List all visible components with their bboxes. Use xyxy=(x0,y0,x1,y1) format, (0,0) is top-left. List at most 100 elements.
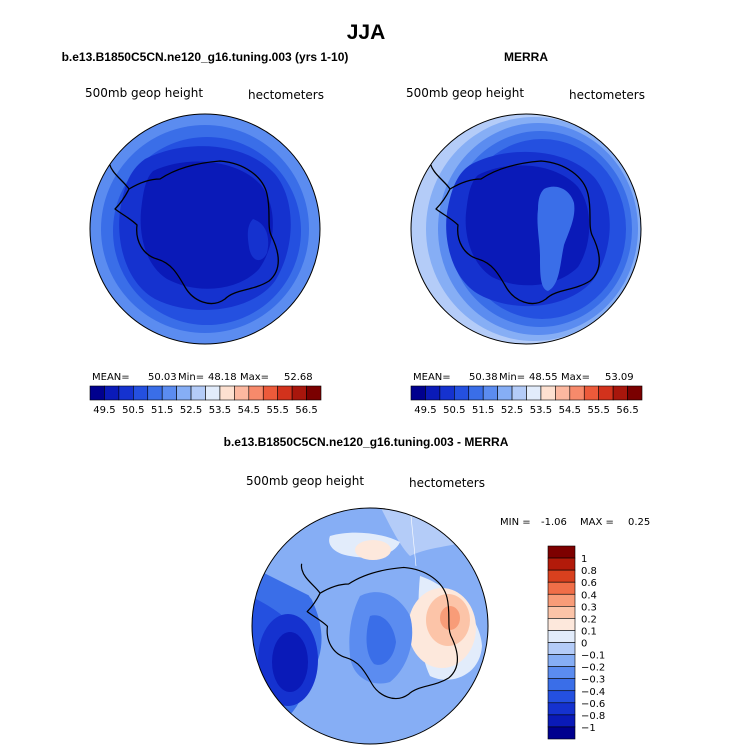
colorbar-box xyxy=(262,385,278,401)
colorbar-tick-label: −1 xyxy=(581,723,596,734)
left-variable-label: 500mb geop height xyxy=(85,86,203,100)
right-colorbar: 49.5 50.5 51.5 52.5 53.5 54.5 55.5 56.5 xyxy=(410,385,643,416)
colorbar-box xyxy=(133,385,149,401)
right-variable-label: 500mb geop height xyxy=(406,86,524,100)
colorbar-tick-label: 56.5 xyxy=(295,405,317,416)
colorbar-box xyxy=(547,654,576,667)
colorbar-tick-label: 0.8 xyxy=(581,566,597,577)
colorbar-tick-label: −0.2 xyxy=(581,663,605,674)
colorbar-box xyxy=(219,385,235,401)
right-min-value: 48.55 xyxy=(529,372,558,383)
colorbar-tick-label: 55.5 xyxy=(588,405,610,416)
right-polar-map xyxy=(410,113,642,345)
colorbar-tick-label: −0.8 xyxy=(581,711,605,722)
colorbar-tick-label: 52.5 xyxy=(180,405,202,416)
colorbar-box xyxy=(176,385,192,401)
colorbar-tick-label: 0.4 xyxy=(581,590,597,601)
left-stats: MEAN= 50.03 Min= 48.18 Max= 52.68 xyxy=(92,372,313,383)
left-map-inner-band xyxy=(247,219,269,261)
left-units-label: hectometers xyxy=(248,88,324,102)
colorbar-tick-label: 0 xyxy=(581,639,587,650)
colorbar-box xyxy=(547,630,576,643)
right-panel-title: MERRA xyxy=(504,50,548,64)
left-map-border xyxy=(89,113,321,345)
colorbar-box xyxy=(547,702,576,716)
colorbar-box xyxy=(547,678,576,692)
colorbar-tick-label: 0.3 xyxy=(581,602,597,613)
colorbar-tick-label: 50.5 xyxy=(122,405,144,416)
colorbar-tick-label: 53.5 xyxy=(530,405,552,416)
right-max-label: Max= xyxy=(561,372,590,383)
diff-variable-label: 500mb geop height xyxy=(246,474,364,488)
colorbar-box xyxy=(547,557,576,571)
colorbar-tick-label: 51.5 xyxy=(151,405,173,416)
right-units-label: hectometers xyxy=(569,88,645,102)
colorbar-tick-label: 50.5 xyxy=(443,405,465,416)
diff-polar-map xyxy=(251,507,489,745)
colorbar-tick-label: 0.6 xyxy=(581,578,597,589)
colorbar-box xyxy=(612,385,628,401)
left-mean-label: MEAN= xyxy=(92,372,130,383)
left-colorbar: 49.5 50.5 51.5 52.5 53.5 54.5 55.5 56.5 xyxy=(89,385,322,416)
right-max-value: 53.09 xyxy=(605,372,634,383)
colorbar-box xyxy=(89,385,105,401)
colorbar-tick-label: 1 xyxy=(581,554,587,565)
diff-map-north-positive xyxy=(355,540,391,560)
colorbar-tick-label: −0.3 xyxy=(581,675,605,686)
colorbar-box xyxy=(291,385,307,401)
colorbar-box xyxy=(547,642,576,655)
diff-map-plateau-low xyxy=(366,615,396,665)
diff-map-seam xyxy=(409,508,417,567)
diff-min-value: -1.06 xyxy=(541,517,567,528)
colorbar-box xyxy=(425,385,441,401)
right-mean-label: MEAN= xyxy=(413,372,451,383)
colorbar-box xyxy=(439,385,455,401)
colorbar-box xyxy=(555,385,571,401)
colorbar-box xyxy=(161,385,177,401)
colorbar-tick-label: 52.5 xyxy=(501,405,523,416)
left-polar-map xyxy=(89,113,321,345)
colorbar-box xyxy=(410,385,426,401)
colorbar-box xyxy=(468,385,484,401)
colorbar-box xyxy=(627,385,643,401)
colorbar-box xyxy=(454,385,470,401)
left-max-label: Max= xyxy=(240,372,269,383)
colorbar-box xyxy=(569,385,585,401)
left-min-label: Min= xyxy=(178,372,204,383)
diff-max-value: 0.25 xyxy=(628,517,650,528)
colorbar-box xyxy=(540,385,556,401)
colorbar-tick-label: 55.5 xyxy=(267,405,289,416)
colorbar-tick-label: 49.5 xyxy=(414,405,436,416)
colorbar-box xyxy=(277,385,293,401)
colorbar-box xyxy=(598,385,614,401)
left-min-value: 48.18 xyxy=(208,372,237,383)
colorbar-tick-label: 49.5 xyxy=(93,405,115,416)
colorbar-box xyxy=(190,385,206,401)
diff-panel-title: b.e13.B1850C5CN.ne120_g16.tuning.003 - M… xyxy=(224,435,509,449)
colorbar-tick-label: 0.2 xyxy=(581,614,597,625)
left-mean-value: 50.03 xyxy=(148,372,177,383)
left-map-band-49 xyxy=(140,161,273,289)
diff-min-label: MIN = xyxy=(500,517,531,528)
colorbar-tick-label: −0.6 xyxy=(581,699,605,710)
colorbar-box xyxy=(547,666,576,679)
colorbar-tick-label: 54.5 xyxy=(559,405,581,416)
left-panel-title: b.e13.B1850C5CN.ne120_g16.tuning.003 (yr… xyxy=(62,50,349,64)
right-map-border xyxy=(410,113,642,345)
right-min-label: Min= xyxy=(499,372,525,383)
diff-map-east-core xyxy=(440,606,460,630)
diff-stats: MIN = -1.06 MAX = 0.25 xyxy=(500,517,650,528)
colorbar-box xyxy=(205,385,221,401)
colorbar-box xyxy=(497,385,513,401)
colorbar-tick-label: 51.5 xyxy=(472,405,494,416)
colorbar-box xyxy=(147,385,163,401)
colorbar-box xyxy=(118,385,134,401)
colorbar-box xyxy=(583,385,599,401)
diff-map-border xyxy=(251,507,489,745)
right-map-plateau-band xyxy=(537,186,575,291)
diff-max-label: MAX = xyxy=(580,517,614,528)
right-mean-value: 50.38 xyxy=(469,372,498,383)
colorbar-box xyxy=(547,593,576,607)
colorbar-box xyxy=(547,714,576,728)
colorbar-tick-label: 54.5 xyxy=(238,405,260,416)
